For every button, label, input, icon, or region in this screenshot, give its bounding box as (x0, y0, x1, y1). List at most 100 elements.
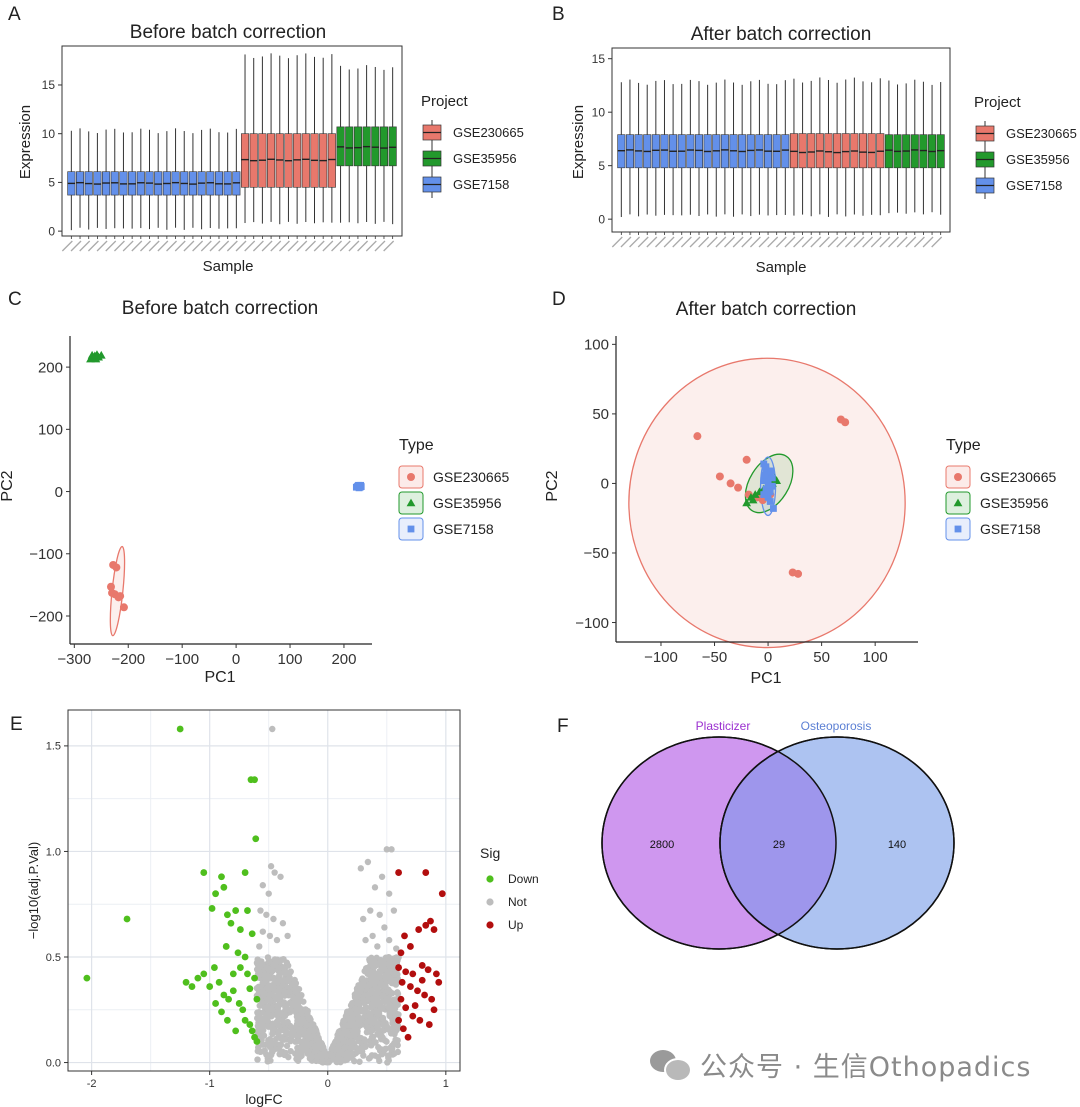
x-tick-label (61, 240, 73, 252)
x-tick-label: 0 (232, 651, 240, 668)
point-Down (194, 974, 202, 982)
x-tick-label (715, 236, 727, 248)
point-Not (304, 1033, 312, 1041)
x-tick-label (698, 236, 710, 248)
point-Up (424, 966, 432, 974)
y-tick-label: 1.0 (46, 846, 61, 858)
point-Down (218, 1008, 225, 1016)
point-Not (392, 1022, 399, 1029)
point-Down (253, 1038, 261, 1045)
point-Not (266, 932, 274, 940)
box-GSE230665 (858, 133, 868, 169)
point-Not (265, 1052, 273, 1059)
point-Down (212, 890, 219, 898)
point-Not (280, 1036, 288, 1043)
point-Not (283, 977, 291, 984)
point-Not (265, 890, 272, 897)
point-Up (397, 949, 405, 957)
point-Down (176, 725, 184, 733)
x-tick-label (913, 236, 925, 248)
point-Down (251, 974, 258, 982)
legend-title: Project (421, 93, 469, 110)
x-tick-label (331, 240, 343, 252)
point-Not (287, 1037, 294, 1045)
point-Down (229, 987, 237, 995)
legend: Project GSE230665 GSE35956 GSE7158 (421, 93, 524, 198)
point-Down (229, 970, 237, 978)
point-Not (347, 1017, 354, 1024)
y-tick-label: 100 (38, 422, 63, 439)
box-GSE230665 (841, 133, 850, 169)
box-GSE230665 (267, 133, 276, 188)
x-tick-label (383, 240, 395, 252)
point-Down (188, 983, 196, 990)
y-tick-label: 15 (592, 52, 606, 66)
point-GSE35956 (748, 495, 758, 504)
point-Not (269, 1030, 276, 1038)
point-GSE7158 (764, 493, 772, 501)
point-Up (395, 1016, 403, 1024)
point-Not (363, 964, 371, 972)
point-Not (393, 945, 400, 952)
point-Not (334, 1045, 342, 1052)
point-Not (269, 725, 276, 733)
point-Not (364, 996, 372, 1003)
point-Down (123, 915, 131, 923)
panel-F: F Plasticizer Osteoporosis 2800 29 140 (557, 716, 955, 950)
point-Not (259, 928, 267, 935)
x-tick-label (79, 240, 91, 252)
point-Down (239, 1006, 247, 1014)
point-Down (235, 1000, 243, 1007)
point-Not (260, 1009, 267, 1016)
point-Not (270, 915, 277, 923)
point-Not (261, 990, 268, 998)
panel-title: After batch correction (676, 299, 857, 320)
x-tick-label (313, 240, 325, 252)
box-GSE35956 (371, 126, 380, 167)
point-Not (371, 1039, 378, 1046)
point-GSE7158 (768, 482, 776, 490)
legend-key-Not (486, 898, 494, 906)
x-tick-label (96, 240, 108, 252)
point-Not (269, 1011, 276, 1018)
point-Not (381, 1037, 389, 1044)
point-GSE230665 (715, 472, 724, 481)
point-Not (294, 1032, 302, 1039)
panel-title: Before batch correction (122, 298, 318, 319)
wechat-icon (650, 1048, 692, 1082)
y-tick-label: 10 (42, 127, 56, 141)
point-Down (236, 926, 244, 933)
point-Not (375, 1010, 383, 1018)
point-Down (222, 943, 230, 950)
box-GSE7158 (660, 134, 669, 169)
point-Not (293, 1013, 301, 1020)
legend-marker (954, 473, 962, 481)
legend-label: GSE7158 (433, 521, 494, 537)
x-tick-label (784, 236, 796, 248)
watermark-text: 公众号 · 生信Othopadics (700, 1051, 1032, 1083)
point-Not (363, 1023, 371, 1031)
x-tick-label (905, 236, 917, 248)
legend-title: Project (974, 94, 1022, 111)
point-GSE35956 (87, 350, 97, 359)
point-Down (252, 835, 260, 843)
panel-title: After batch correction (691, 24, 872, 45)
point-Not (265, 973, 272, 980)
point-Not (312, 1048, 319, 1055)
venn-set-label: Osteoporosis (801, 719, 872, 733)
point-Up (427, 917, 434, 925)
x-tick-label (680, 236, 692, 248)
point-Down (182, 978, 190, 986)
point-Not (306, 1040, 314, 1047)
point-GSE230665 (726, 479, 735, 488)
point-Not (366, 956, 373, 963)
point-Down (223, 911, 231, 919)
x-tick-label (157, 240, 169, 252)
legend-title: Type (946, 437, 981, 454)
x-tick-label (663, 236, 675, 248)
point-Down (206, 983, 214, 990)
y-axis-label: Expression (570, 105, 587, 179)
point-GSE230665 (106, 582, 115, 591)
point-Down (253, 995, 261, 1003)
point-Not (298, 991, 305, 999)
